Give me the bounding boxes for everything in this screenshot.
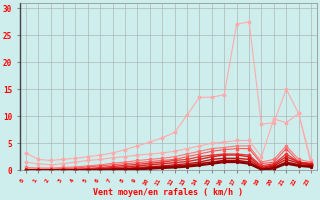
- X-axis label: Vent moyen/en rafales ( km/h ): Vent moyen/en rafales ( km/h ): [93, 188, 244, 197]
